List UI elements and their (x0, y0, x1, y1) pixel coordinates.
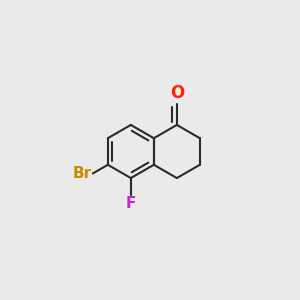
Text: F: F (126, 196, 136, 211)
Text: O: O (170, 84, 184, 102)
Text: Br: Br (73, 166, 92, 181)
